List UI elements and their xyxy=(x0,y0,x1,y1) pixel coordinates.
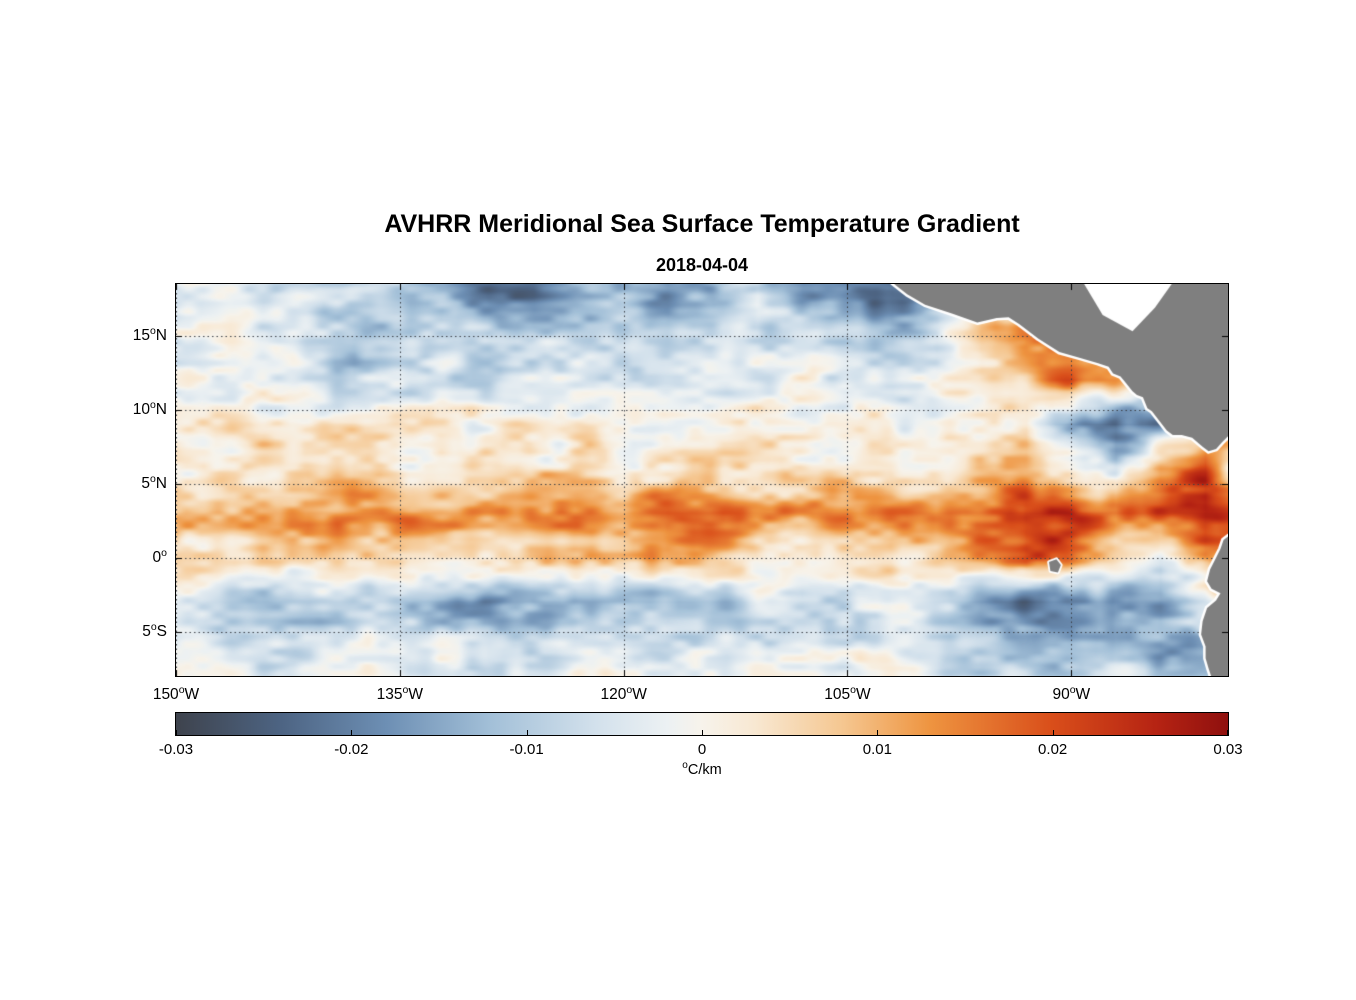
colorbar xyxy=(175,712,1229,736)
colorbar-gradient xyxy=(176,713,1228,735)
degree-glyph: o xyxy=(149,472,156,485)
degree-glyph: o xyxy=(402,683,409,696)
sst-gradient-heatmap xyxy=(176,284,1228,676)
colorbar-tickmark xyxy=(351,730,353,735)
x-tick-label: 135oW xyxy=(376,683,424,703)
x-tick-label: 150oW xyxy=(152,683,200,703)
colorbar-tickmark xyxy=(877,730,879,735)
colorbar-tickmark xyxy=(176,730,177,735)
colorbar-tickmark xyxy=(1227,730,1228,735)
degree-glyph: o xyxy=(1069,683,1076,696)
x-tick-label: 90oW xyxy=(1052,683,1091,703)
degree-glyph: o xyxy=(682,760,688,772)
colorbar-tickmark xyxy=(1052,730,1054,735)
map-axes-frame xyxy=(175,283,1229,677)
colorbar-tick-label: 0.03 xyxy=(1213,741,1243,758)
degree-glyph: o xyxy=(178,683,185,696)
x-tick-label: 105oW xyxy=(824,683,871,703)
colorbar-tick-label: 0 xyxy=(697,741,707,758)
colorbar-tickmark xyxy=(702,730,703,735)
colorbar-unit-label: oC/km xyxy=(176,760,1228,778)
y-tick-label: 10oN xyxy=(132,398,167,418)
chart-title: AVHRR Meridional Sea Surface Temperature… xyxy=(384,210,1020,238)
degree-glyph: o xyxy=(149,398,156,411)
colorbar-tick-label: -0.03 xyxy=(158,741,194,758)
y-tick-label: 0o xyxy=(152,546,167,566)
colorbar-tick-label: 0.01 xyxy=(862,741,892,758)
degree-glyph: o xyxy=(626,683,633,696)
y-tick-label: 15oN xyxy=(132,324,167,344)
degree-glyph: o xyxy=(161,546,167,559)
unit-text: C/km xyxy=(687,762,722,778)
colorbar-tick-label: 0.02 xyxy=(1038,741,1068,758)
degree-glyph: o xyxy=(850,683,857,696)
colorbar-tick-label: -0.01 xyxy=(509,741,544,758)
colorbar-tick-label: -0.02 xyxy=(334,741,369,758)
degree-glyph: o xyxy=(149,324,156,337)
x-tick-label: 120oW xyxy=(600,683,647,703)
degree-glyph: o xyxy=(150,620,157,633)
y-tick-label: 5oN xyxy=(141,472,167,492)
y-tick-label: 5oS xyxy=(142,620,167,640)
colorbar-tickmark xyxy=(526,730,528,735)
chart-date-subtitle: 2018-04-04 xyxy=(655,255,749,275)
